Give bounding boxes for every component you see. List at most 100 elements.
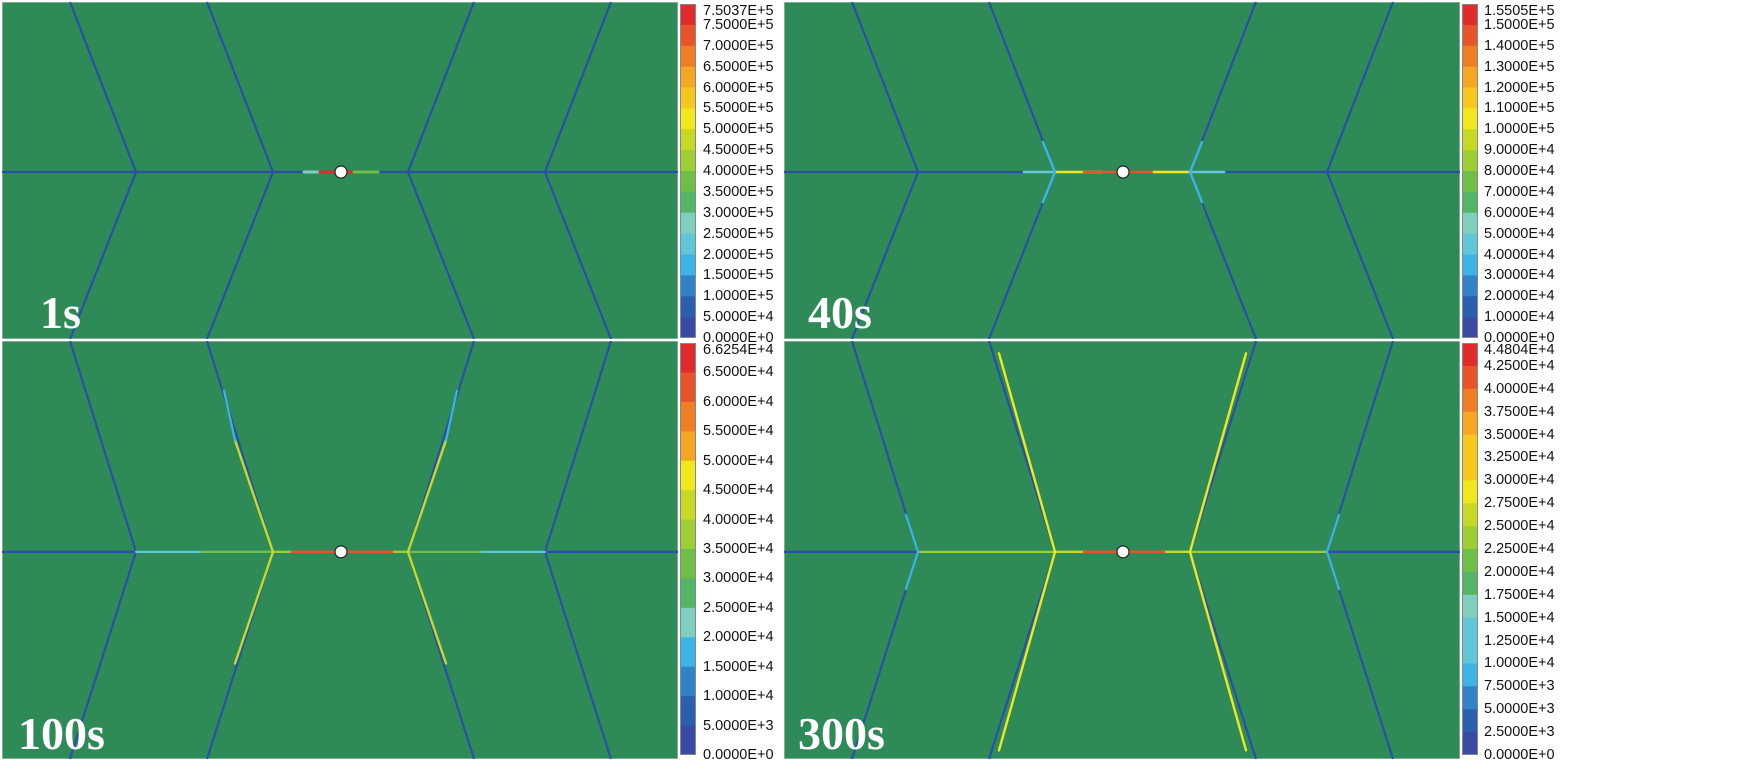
colorbar-tick-label: 4.2500E+4 [1484,357,1555,374]
panel-40s: 40s [784,2,1460,339]
colorbar-swatch [680,191,696,214]
colorbar-swatch [680,129,696,151]
colorbar-swatch [680,666,696,697]
stimulated-segment [222,389,237,442]
colorbar-swatch [1462,434,1478,458]
stimulated-segment [444,389,459,442]
colorbar-tick-label: 1.0000E+5 [1484,121,1555,138]
colorbar-tick-label: 3.0000E+4 [703,570,774,587]
natural-fracture [205,2,275,339]
colorbar-tick-label: 2.7500E+4 [1484,495,1555,512]
colorbar-frame [680,4,696,338]
colorbar-swatch [680,296,696,318]
colorbar-tick-label: 1.7500E+4 [1484,586,1555,603]
colorbar-tick-label: 7.0000E+5 [703,37,774,54]
colorbar-tick-label: 5.5000E+5 [703,100,774,117]
colorbar-tick-label: 6.6254E+4 [703,342,774,358]
colorbar-tick-label: 3.5000E+4 [703,541,774,557]
colorbar-swatch [1462,686,1478,710]
colorbar-swatch [1462,480,1478,504]
colorbar-tick-label: 8.0000E+4 [1484,163,1555,179]
colorbar-tick-label: 1.2000E+5 [1484,79,1555,96]
colorbar-tick-label: 5.0000E+3 [1484,701,1555,718]
colorbar-tick-label: 5.0000E+4 [1484,225,1555,242]
colorbar-tick-label: 1.0000E+4 [1484,309,1555,326]
stimulated-segment [233,439,275,665]
time-label: 40s [808,287,872,338]
fracture-network-plot [2,341,678,759]
panel-1s: 1s [2,2,678,339]
colorbar-tick-label: 3.5000E+5 [703,183,774,200]
colorbar-swatch [1462,503,1478,527]
colorbar-tick-label: 2.0000E+4 [703,629,774,646]
colorbar-swatch [680,254,696,276]
colorbar-tick-label: 1.5000E+5 [1484,16,1555,33]
colorbar-swatch [1462,617,1478,642]
colorbar-swatch [1462,526,1478,550]
colorbar-tick-label: 2.5000E+4 [1484,518,1555,535]
colorbar-swatch [680,45,696,68]
colorbar-tick-label: 3.2500E+4 [1484,449,1555,466]
colorbar-tick-label: 2.5000E+5 [703,225,774,242]
colorbar-swatch [1462,171,1478,193]
fracture-network-plot [784,341,1460,759]
colorbar-labels-1s: 7.5037E+5 7.5000E+5 7.0000E+5 6.5000E+5 6.00… [703,4,783,345]
colorbar-tick-label: 1.2500E+4 [1484,632,1555,649]
colorbar-tick-label: 6.0000E+4 [1484,204,1555,221]
colorbar-swatch [1462,108,1478,130]
colorbar-tick-label: 4.0000E+5 [703,163,774,179]
colorbar-tick-label: 1.0000E+4 [1484,655,1555,672]
colorbar-swatch [680,24,696,47]
injection-well [334,545,348,559]
colorbar-swatch [1462,640,1478,664]
colorbar-tick-label: 7.0000E+4 [1484,183,1555,200]
colorbar-tick-label: 3.0000E+5 [703,204,774,221]
stimulated-segment [1041,140,1057,204]
injection-well [1116,545,1130,559]
colorbar-swatch [1462,549,1478,573]
colorbar-swatch [1462,457,1478,481]
colorbar-swatch [1462,571,1478,596]
colorbar-swatch [1462,87,1478,109]
colorbar-swatch [1462,233,1478,255]
colorbar-tick-label: 1.0000E+4 [703,688,774,705]
colorbar-swatch [680,4,696,26]
colorbar-tick-label: 4.0000E+4 [703,511,774,528]
stimulated-segment [997,352,1057,752]
natural-fracture [406,2,476,339]
colorbar-1s [680,4,696,338]
fracture-network-plot [784,2,1460,339]
colorbar-swatch [680,212,696,235]
time-label: 1s [40,287,81,338]
colorbar-tick-label: 6.5000E+4 [703,364,774,381]
colorbar-swatch [680,401,696,432]
colorbar-swatch [680,578,696,609]
colorbar-swatch [1462,4,1478,26]
colorbar-swatch [1462,343,1478,367]
colorbar-swatch [680,607,696,638]
colorbar-100s [680,343,696,755]
colorbar-swatch [680,171,696,193]
stimulated-segment [1188,352,1248,752]
colorbar-swatch [680,372,696,403]
colorbar-labels-300s: 4.4804E+4 4.2500E+4 4.0000E+4 3.7500E+4 3.50… [1484,343,1564,762]
natural-fracture [1325,2,1395,339]
colorbar-tick-label: 1.1000E+5 [1484,100,1555,117]
stimulated-segment [406,439,448,665]
colorbar-swatch [1462,129,1478,151]
colorbar-tick-label: 0.0000E+0 [703,330,774,346]
colorbar-swatch [1462,150,1478,172]
colorbar-tick-label: 2.5000E+4 [703,599,774,616]
colorbar-frame [1462,343,1478,755]
colorbar-tick-label: 6.5000E+5 [703,58,774,75]
colorbar-tick-label: 2.0000E+5 [703,246,774,263]
colorbar-frame [680,343,696,755]
colorbar-swatch [680,150,696,172]
colorbar-swatch [1462,24,1478,47]
colorbar-tick-label: 7.5000E+5 [703,16,774,33]
natural-fracture [850,2,920,339]
colorbar-tick-label: 3.5000E+4 [1484,426,1555,443]
colorbar-tick-label: 0.0000E+0 [703,747,774,763]
colorbar-tick-label: 2.0000E+4 [1484,563,1555,580]
colorbar-swatch [680,233,696,255]
